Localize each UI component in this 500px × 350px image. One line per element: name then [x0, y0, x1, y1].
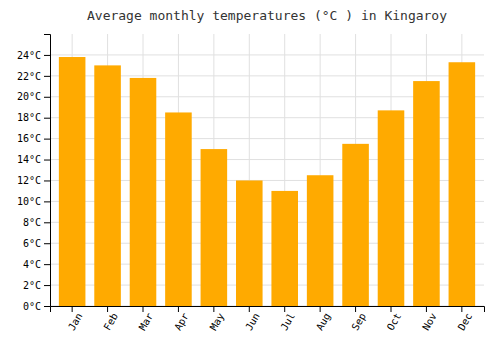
y-tick-mark: [44, 160, 50, 161]
y-tick-mark: [44, 222, 50, 223]
y-tick-label: 14°C: [17, 154, 41, 165]
x-tick-mark: [178, 306, 179, 312]
grid: [50, 34, 484, 306]
y-tick: 0°C: [23, 301, 50, 312]
y-tick-label: 10°C: [17, 196, 41, 207]
x-tick-mark: [143, 306, 144, 312]
y-tick-mark: [44, 243, 50, 244]
bar: [413, 81, 440, 306]
y-tick-label: 18°C: [17, 112, 41, 123]
x-tick: Sep: [349, 306, 368, 332]
x-tick: Jun: [243, 306, 262, 332]
x-tick-label: Mar: [137, 311, 156, 332]
bar: [94, 65, 121, 306]
y-tick-mark: [44, 118, 50, 119]
x-tick-label: Jun: [243, 311, 262, 332]
x-tick-label: Feb: [101, 311, 120, 332]
y-tick: 14°C: [17, 154, 50, 165]
x-axis: Jan Feb Mar Apr May Jun Jul Aug Sep Oct Nov Dec: [51, 306, 485, 332]
x-tick-mark: [461, 306, 462, 312]
y-axis-line: [44, 35, 51, 307]
x-tick-label: Nov: [420, 311, 439, 332]
y-tick: 20°C: [17, 91, 50, 102]
x-tick: Nov: [420, 306, 439, 332]
y-tick-label: 6°C: [23, 238, 41, 249]
y-tick: 12°C: [17, 175, 50, 186]
y-grid-line: [50, 54, 484, 55]
x-tick-label: Jul: [279, 311, 298, 332]
y-tick: 24°C: [17, 50, 50, 61]
y-tick-label: 22°C: [17, 71, 41, 82]
title: Average monthly temperatures (°C ) in Ki…: [87, 8, 447, 23]
x-tick-mark: [391, 306, 392, 312]
y-tick-label: 8°C: [23, 217, 41, 228]
x-tick-mark: [72, 306, 73, 312]
y-tick: 8°C: [23, 217, 50, 228]
y-tick-mark: [44, 97, 50, 98]
x-tick-label: Dec: [456, 311, 475, 332]
bar: [378, 110, 405, 306]
y-tick-label: 4°C: [23, 259, 41, 270]
y-tick-mark: [44, 55, 50, 56]
x-tick-mark: [213, 306, 214, 312]
x-tick: Aug: [314, 306, 333, 332]
x-tick: Mar: [137, 306, 156, 332]
bar: [307, 175, 334, 306]
x-tick-label: Jan: [66, 311, 85, 332]
x-tick: Feb: [101, 306, 120, 332]
x-tick: Jan: [66, 306, 85, 332]
x-tick-label: Oct: [385, 311, 404, 332]
chart: 0°C 2°C 4°C 6°C 8°C 10°C 12°C 14°C 16°C 18°C 20°C 2…: [0, 0, 500, 350]
x-tick-label: May: [208, 311, 227, 332]
plot-area: 0°C 2°C 4°C 6°C 8°C 10°C 12°C 14°C 16°C 18°C 20°C 2…: [17, 34, 485, 332]
x-tick-mark: [249, 306, 250, 312]
bar: [271, 191, 298, 306]
bar: [59, 57, 86, 306]
y-tick-label: 20°C: [17, 91, 41, 102]
x-tick-mark: [320, 306, 321, 312]
y-tick-label: 24°C: [17, 50, 41, 61]
bar: [236, 180, 263, 306]
y-tick: 2°C: [23, 280, 50, 291]
x-tick-label: Sep: [349, 311, 368, 332]
y-tick: 4°C: [23, 259, 50, 270]
y-tick-mark: [44, 201, 50, 202]
x-tick-mark: [426, 306, 427, 312]
y-tick-mark: [44, 285, 50, 286]
y-tick: 6°C: [23, 238, 50, 249]
x-tick: Dec: [456, 306, 475, 332]
y-tick: 10°C: [17, 196, 50, 207]
x-axis-line: [51, 307, 485, 313]
x-tick: Jul: [279, 306, 298, 332]
x-tick-mark: [355, 306, 356, 312]
y-tick: 22°C: [17, 71, 50, 82]
x-tick: May: [208, 306, 227, 332]
y-tick-mark: [44, 76, 50, 77]
bar: [130, 78, 157, 306]
y-tick-label: 16°C: [17, 133, 41, 144]
y-tick-label: 0°C: [23, 301, 41, 312]
bar: [342, 144, 369, 306]
bar: [201, 149, 228, 306]
y-tick-mark: [44, 139, 50, 140]
y-tick: 18°C: [17, 112, 50, 123]
y-tick-label: 2°C: [23, 280, 41, 291]
x-tick-mark: [107, 306, 108, 312]
y-tick-mark: [44, 306, 50, 307]
y-tick-mark: [44, 264, 50, 265]
y-tick-mark: [44, 180, 50, 181]
x-tick: Apr: [172, 306, 191, 332]
y-tick: 16°C: [17, 133, 50, 144]
x-tick-label: Apr: [172, 311, 191, 332]
x-tick-label: Aug: [314, 311, 333, 332]
y-tick-label: 12°C: [17, 175, 41, 186]
x-tick-mark: [284, 306, 285, 312]
bar: [165, 112, 192, 306]
x-tick: Oct: [385, 306, 404, 332]
bars: [59, 57, 475, 306]
y-axis: 0°C 2°C 4°C 6°C 8°C 10°C 12°C 14°C 16°C 18°C 20°C 2…: [17, 35, 51, 312]
bar: [449, 62, 476, 306]
